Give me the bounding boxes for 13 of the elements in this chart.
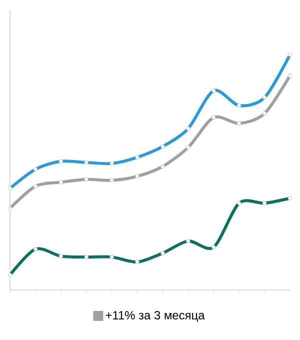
point [110, 178, 114, 182]
point [212, 115, 216, 120]
point [186, 145, 190, 150]
point [262, 111, 267, 116]
legend-label: +11% за 3 месяца [106, 310, 205, 322]
point [288, 74, 292, 78]
point [58, 180, 64, 184]
point [237, 121, 242, 126]
point [33, 184, 38, 188]
point [135, 174, 140, 178]
point [84, 177, 88, 182]
point [160, 164, 165, 169]
point [8, 206, 12, 210]
